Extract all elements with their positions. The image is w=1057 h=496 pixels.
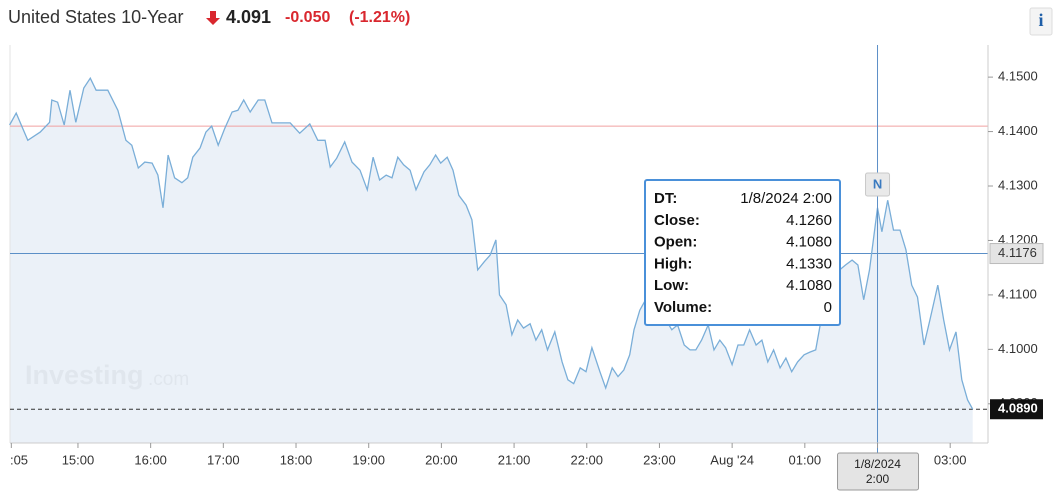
x-tick-label: 16:00 <box>134 452 167 467</box>
crosshair-y-label: 4.1176 <box>998 245 1037 260</box>
price: 4.091 <box>226 7 271 27</box>
tooltip-label: Low: <box>654 277 689 294</box>
change-pct: (-1.21%) <box>349 9 410 26</box>
x-tick-label: 19:00 <box>352 452 385 467</box>
tooltip-label: High: <box>654 255 692 272</box>
tooltip-label: Close: <box>654 212 700 229</box>
last-price-label: 4.0890 <box>998 401 1038 416</box>
x-tick-label: 01:00 <box>789 452 822 467</box>
last-price-box <box>990 399 1043 420</box>
crosshair-x-box <box>837 452 920 491</box>
news-marker <box>865 172 891 197</box>
x-tick-label: Aug '24 <box>710 452 754 467</box>
area-fill <box>9 78 973 443</box>
y-tick-label: 4.1500 <box>998 69 1038 84</box>
down-arrow <box>206 11 220 25</box>
y-tick-label: 4.1000 <box>998 341 1038 356</box>
tooltip-label: Open: <box>654 234 697 251</box>
crosshair-x-date: 1/8/2024 <box>854 457 901 471</box>
tooltip-value: 4.1260 <box>786 212 832 229</box>
tooltip-value: 4.1330 <box>786 255 832 272</box>
x-tick-label: 18:00 <box>280 452 313 467</box>
x-tick-label: 17:00 <box>207 452 240 467</box>
news-marker-label: N <box>873 176 882 191</box>
y-tick-label: 4.1300 <box>998 177 1038 192</box>
x-tick-label: 21:00 <box>498 452 531 467</box>
crosshair-y-box <box>989 243 1044 265</box>
tooltip-value: 1/8/2024 2:00 <box>740 190 832 207</box>
x-tick-label: 22:00 <box>570 452 603 467</box>
tooltip <box>644 179 841 326</box>
x-tick-label: 23:00 <box>643 452 676 467</box>
tooltip-value: 0 <box>824 299 832 316</box>
y-tick-label: 4.1100 <box>998 286 1037 301</box>
change: -0.050 <box>285 9 330 26</box>
x-tick-label: 20:00 <box>425 452 458 467</box>
tooltip-value: 4.1080 <box>786 234 832 251</box>
x-tick-label: 15:00 <box>62 452 95 467</box>
x-tick-label: 03:00 <box>934 452 967 467</box>
tooltip-value: 4.1080 <box>786 277 832 294</box>
chart-title: United States 10-Year <box>8 7 183 27</box>
crosshair-x-time: 2:00 <box>866 472 890 486</box>
tooltip-label: DT: <box>654 190 677 207</box>
info-icon[interactable]: i <box>1038 10 1043 30</box>
x-tick-label: :05 <box>10 452 28 467</box>
tooltip-label: Volume: <box>654 299 712 316</box>
info-button[interactable] <box>1029 7 1053 36</box>
y-tick-label: 4.1400 <box>998 123 1038 138</box>
